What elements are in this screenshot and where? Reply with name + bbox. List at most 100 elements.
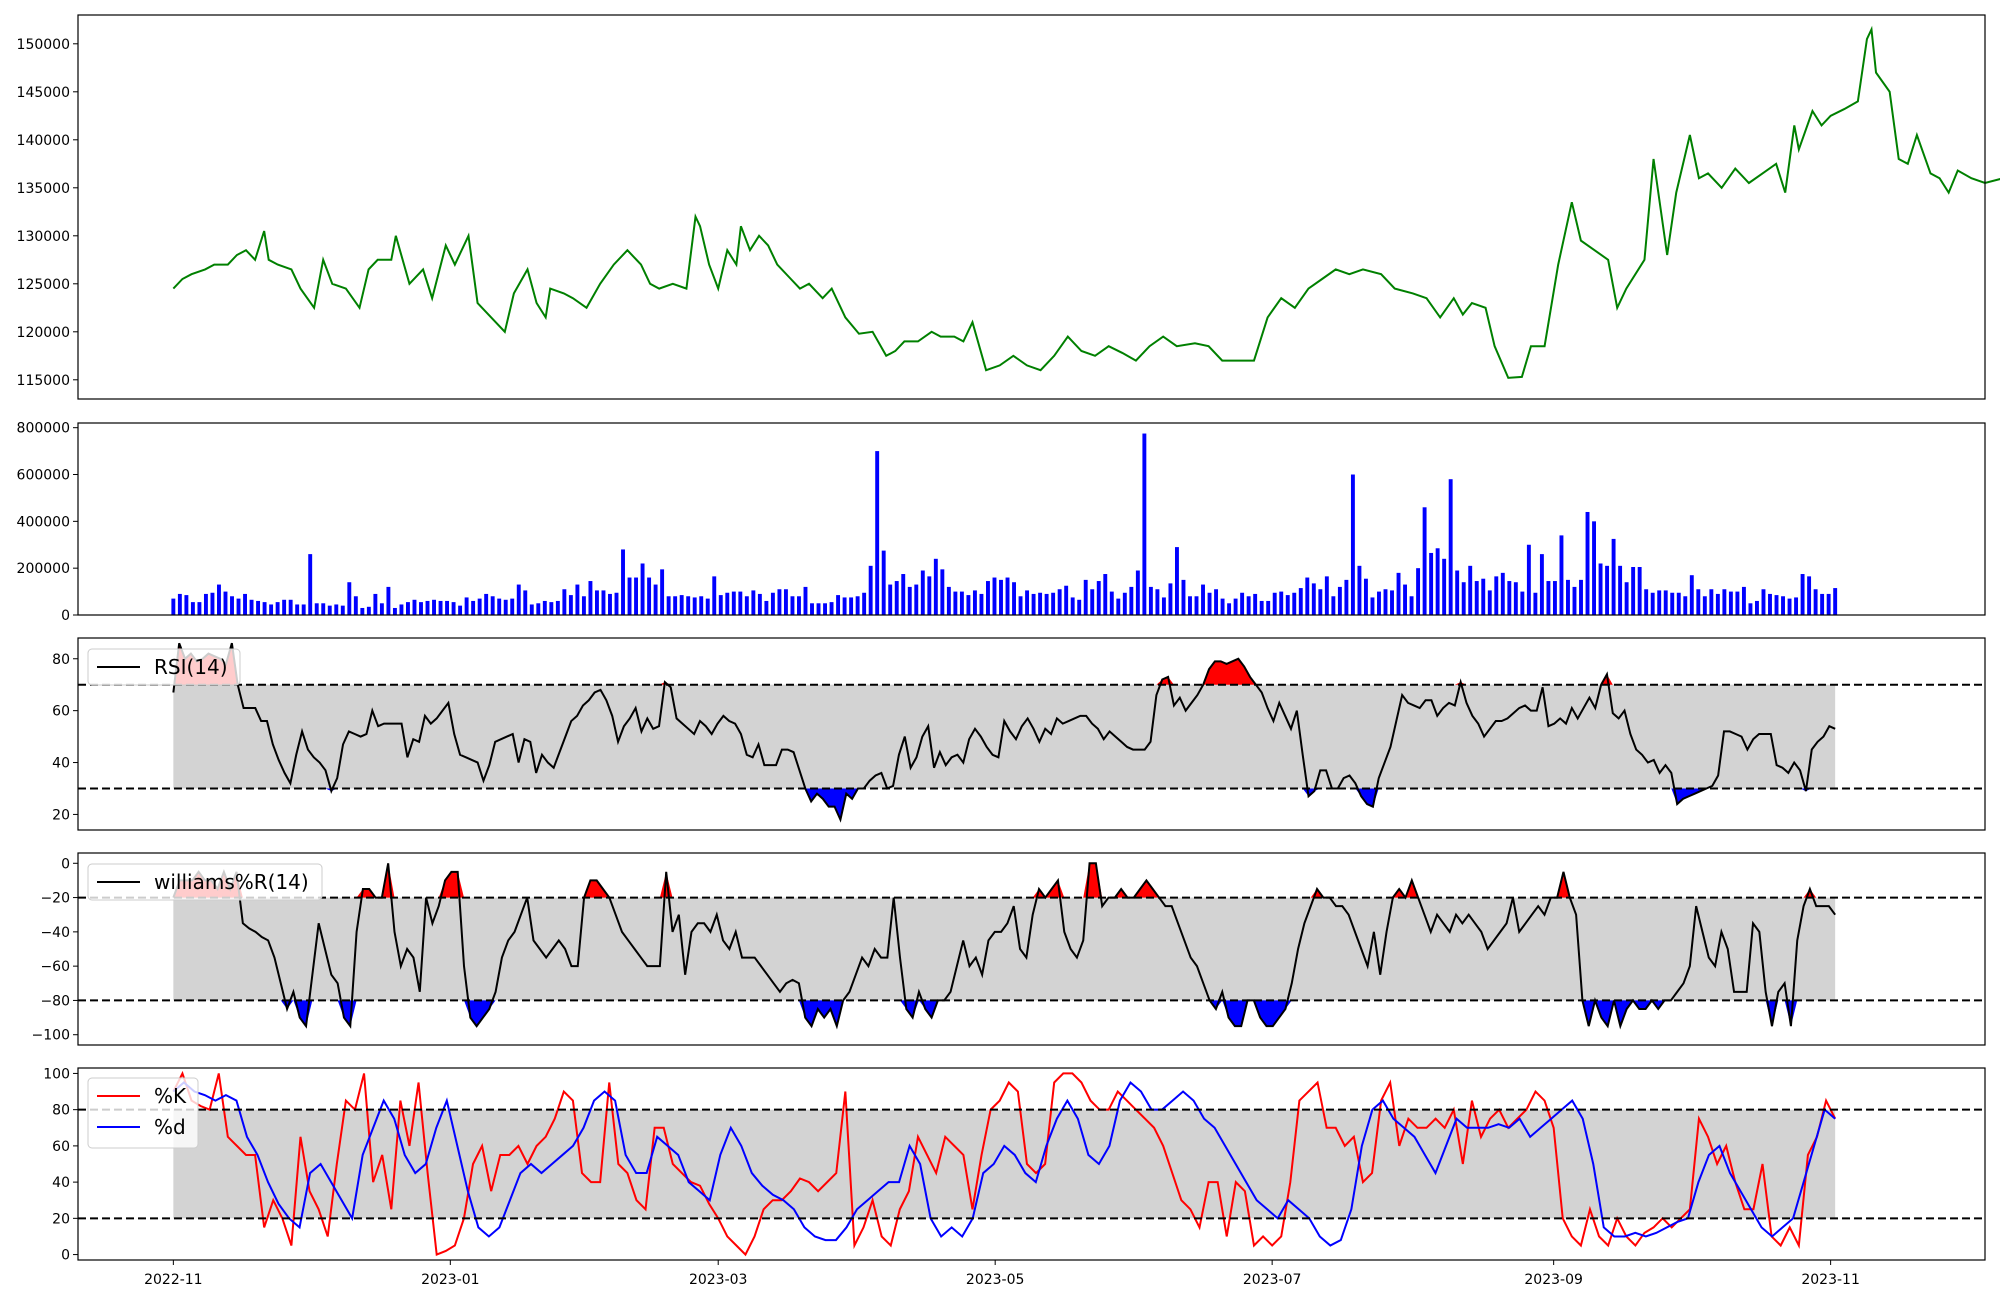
volume-bar bbox=[731, 591, 736, 615]
volume-bar bbox=[614, 592, 619, 615]
williams-legend: williams%R(14) bbox=[87, 863, 323, 901]
volume-bar bbox=[484, 593, 489, 615]
volume-bar bbox=[1585, 511, 1590, 615]
volume-bar bbox=[230, 596, 234, 615]
volume-bar bbox=[1227, 603, 1232, 615]
rsi-legend-box bbox=[87, 648, 241, 686]
volume-bar bbox=[340, 605, 345, 615]
volume-bar bbox=[581, 596, 586, 615]
volume-bar bbox=[686, 596, 691, 615]
volume-bar bbox=[1168, 583, 1173, 615]
volume-bar bbox=[1748, 603, 1753, 615]
volume-bar bbox=[842, 597, 847, 615]
volume-bar bbox=[1259, 600, 1264, 615]
volume-bar bbox=[1442, 558, 1447, 615]
volume-ytick-label: 0 bbox=[61, 608, 70, 624]
volume-bar bbox=[1683, 596, 1688, 615]
volume-bar bbox=[1618, 565, 1623, 615]
volume-bar bbox=[1396, 572, 1401, 615]
volume-bar bbox=[1012, 582, 1016, 615]
volume-bar bbox=[1689, 575, 1694, 615]
volume-bar bbox=[790, 596, 795, 615]
volume-bar bbox=[647, 577, 652, 615]
volume-bar bbox=[855, 596, 860, 615]
rsi-axes-frame bbox=[77, 637, 1986, 831]
volume-bar bbox=[432, 599, 436, 615]
volume-bar bbox=[888, 584, 893, 615]
volume-panel: 0 200000 400000 600000 800000 bbox=[17, 421, 1986, 624]
volume-bar bbox=[282, 599, 287, 615]
volume-bar bbox=[594, 590, 599, 615]
volume-bar bbox=[823, 603, 827, 615]
volume-bar bbox=[1279, 591, 1284, 615]
volume-bar bbox=[1513, 582, 1518, 615]
volume-bar bbox=[1670, 592, 1675, 615]
volume-bar bbox=[1116, 598, 1121, 615]
volume-bar bbox=[1090, 589, 1095, 615]
williams-legend-label: williams%R(14) bbox=[154, 870, 309, 894]
volume-bar bbox=[999, 579, 1003, 615]
volume-bar bbox=[1233, 598, 1238, 615]
williams-ytick-label: −40 bbox=[40, 925, 70, 941]
volume-bar bbox=[249, 599, 254, 615]
volume-bar bbox=[1500, 572, 1505, 615]
volume-bar bbox=[1559, 535, 1564, 615]
volume-bar bbox=[634, 577, 639, 615]
volume-bar bbox=[1507, 581, 1512, 615]
volume-bar bbox=[177, 593, 182, 615]
williams-legend-box bbox=[87, 863, 323, 901]
rsi-ytick-label: 60 bbox=[52, 704, 70, 720]
volume-bar bbox=[875, 451, 880, 615]
rsi-legend-label: RSI(14) bbox=[154, 655, 228, 679]
volume-bar bbox=[718, 595, 723, 615]
volume-bar bbox=[1637, 567, 1642, 615]
stochastic-panel: 0 20 40 60 80 100 %K %d 2022-11 2023-01 2023-03… bbox=[43, 1066, 1986, 1288]
volume-bar bbox=[184, 595, 189, 615]
volume-bar bbox=[894, 581, 899, 615]
williams-oversold-fill bbox=[173, 1000, 1836, 1027]
volume-ytick-label: 600000 bbox=[17, 468, 70, 484]
volume-bar bbox=[555, 600, 560, 615]
volume-bar bbox=[907, 586, 912, 615]
volume-bar bbox=[321, 603, 326, 615]
volume-bar bbox=[568, 595, 573, 615]
volume-bar bbox=[1077, 599, 1082, 615]
volume-ytick-label: 200000 bbox=[17, 561, 70, 577]
volume-bar bbox=[757, 593, 762, 615]
price-ytick-label: 130000 bbox=[17, 229, 70, 245]
volume-bar bbox=[1539, 554, 1544, 615]
volume-bar bbox=[621, 549, 625, 615]
rsi-panel: 20 40 60 80 RSI(14) bbox=[52, 637, 1986, 831]
volume-bar bbox=[986, 581, 990, 615]
xtick-label: 2023-11 bbox=[1801, 1272, 1860, 1288]
volume-ytick-label: 800000 bbox=[17, 421, 70, 437]
volume-bar bbox=[660, 569, 665, 615]
volume-bar bbox=[1142, 433, 1147, 615]
rsi-band bbox=[173, 684, 1836, 789]
volume-bar bbox=[1611, 538, 1616, 615]
volume-bar bbox=[1064, 585, 1069, 615]
volume-bar bbox=[1194, 596, 1199, 615]
volume-bar bbox=[1103, 574, 1108, 615]
volume-bar bbox=[953, 591, 958, 615]
volume-bar bbox=[549, 602, 554, 615]
volume-bar bbox=[1390, 590, 1394, 615]
xtick-label: 2023-01 bbox=[421, 1272, 480, 1288]
volume-bar bbox=[1422, 507, 1427, 615]
volume-bar bbox=[783, 589, 788, 615]
volume-bar bbox=[1220, 598, 1225, 615]
volume-bar bbox=[1285, 595, 1290, 615]
volume-bar bbox=[503, 599, 508, 615]
volume-bar bbox=[946, 586, 951, 615]
volume-bar bbox=[959, 591, 964, 615]
volume-bar bbox=[360, 607, 365, 615]
volume-bar bbox=[190, 602, 195, 615]
rsi-ytick-label: 80 bbox=[52, 652, 70, 668]
price-ytick-label: 125000 bbox=[17, 277, 70, 293]
volume-bar bbox=[1826, 593, 1831, 615]
volume-bar bbox=[1318, 589, 1323, 615]
volume-bar bbox=[920, 570, 925, 615]
volume-bar bbox=[542, 600, 547, 615]
volume-bar bbox=[705, 598, 710, 615]
price-panel: 115000 120000 125000 130000 135000 140000 1450… bbox=[17, 14, 2000, 400]
